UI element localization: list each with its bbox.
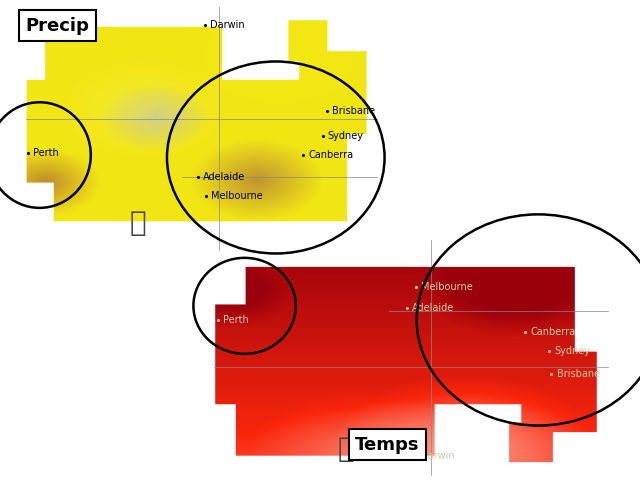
Text: Brisbane: Brisbane [557,369,600,379]
Text: Adelaide: Adelaide [412,303,454,313]
Text: Melbourne: Melbourne [420,282,472,292]
Text: Melbourne: Melbourne [211,191,262,201]
Text: Brisbane: Brisbane [332,107,375,117]
Text: Precip: Precip [26,17,90,35]
Text: Canberra: Canberra [308,150,353,160]
Text: Adelaide: Adelaide [203,172,245,182]
Text: 🦘: 🦘 [337,435,354,463]
Text: Darwin: Darwin [420,451,454,461]
Text: Darwin: Darwin [210,20,244,30]
Text: 🦘: 🦘 [129,209,146,237]
Text: Sydney: Sydney [554,346,591,356]
Text: Temps: Temps [355,436,420,454]
Text: Canberra: Canberra [531,327,575,337]
Text: Perth: Perth [223,315,249,325]
Text: Perth: Perth [33,148,59,157]
Text: Sydney: Sydney [328,131,364,141]
